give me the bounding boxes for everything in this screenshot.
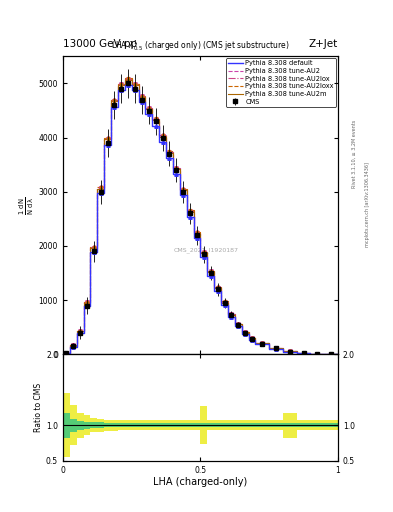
Pythia 8.308 default — [246, 336, 251, 343]
Pythia 8.308 tune-AU2loxx — [246, 335, 251, 341]
Pythia 8.308 tune-AU2loxx — [322, 351, 327, 357]
Pythia 8.308 tune-AU2 — [281, 348, 285, 354]
Pythia 8.308 tune-AU2m — [123, 77, 127, 83]
Pythia 8.308 tune-AU2loxx — [219, 298, 223, 304]
Pythia 8.308 tune-AU2lox — [336, 351, 340, 357]
Text: Z+Jet: Z+Jet — [309, 38, 338, 49]
Pythia 8.308 tune-AU2loxx — [233, 311, 237, 317]
Pythia 8.308 tune-AU2 — [219, 299, 223, 305]
Pythia 8.308 tune-AU2m — [281, 348, 285, 354]
Pythia 8.308 tune-AU2 — [246, 335, 251, 342]
Line: Pythia 8.308 tune-AU2m: Pythia 8.308 tune-AU2m — [63, 80, 338, 354]
Line: Pythia 8.308 tune-AU2: Pythia 8.308 tune-AU2 — [63, 79, 338, 354]
Pythia 8.308 tune-AU2lox — [61, 350, 65, 356]
Line: Pythia 8.308 tune-AU2loxx: Pythia 8.308 tune-AU2loxx — [63, 78, 338, 354]
Pythia 8.308 tune-AU2 — [294, 350, 299, 356]
Pythia 8.308 tune-AU2loxx — [294, 350, 299, 356]
Pythia 8.308 tune-AU2m — [233, 312, 237, 318]
Text: 13000 GeV pp: 13000 GeV pp — [63, 38, 137, 49]
Pythia 8.308 default — [219, 302, 223, 308]
Pythia 8.308 tune-AU2 — [233, 311, 237, 317]
Pythia 8.308 default — [294, 350, 299, 356]
Pythia 8.308 tune-AU2lox — [294, 350, 299, 356]
Pythia 8.308 default — [123, 82, 127, 88]
Y-axis label: Ratio to CMS: Ratio to CMS — [34, 383, 43, 432]
Pythia 8.308 tune-AU2 — [322, 351, 327, 357]
Pythia 8.308 tune-AU2m — [294, 350, 299, 356]
Pythia 8.308 tune-AU2m — [336, 351, 340, 357]
Pythia 8.308 tune-AU2m — [61, 350, 65, 356]
X-axis label: LHA (charged-only): LHA (charged-only) — [153, 477, 248, 487]
Pythia 8.308 tune-AU2m — [246, 335, 251, 342]
Line: Pythia 8.308 default: Pythia 8.308 default — [63, 85, 338, 354]
Pythia 8.308 tune-AU2lox — [281, 348, 285, 354]
Pythia 8.308 tune-AU2lox — [123, 75, 127, 81]
Y-axis label: $\frac{1}{\rm N}\frac{d\,N}{d\,\lambda}$: $\frac{1}{\rm N}\frac{d\,N}{d\,\lambda}$ — [18, 196, 36, 215]
Text: CMS_2021_I1920187: CMS_2021_I1920187 — [173, 247, 239, 253]
Pythia 8.308 tune-AU2 — [294, 348, 299, 354]
Pythia 8.308 default — [61, 350, 65, 356]
Pythia 8.308 tune-AU2 — [123, 76, 127, 82]
Pythia 8.308 tune-AU2loxx — [336, 351, 340, 357]
Pythia 8.308 tune-AU2loxx — [61, 350, 65, 356]
Text: LHA $\lambda^{1}_{0.5}$ (charged only) (CMS jet substructure): LHA $\lambda^{1}_{0.5}$ (charged only) (… — [111, 38, 290, 53]
Text: Rivet 3.1.10, ≥ 3.2M events: Rivet 3.1.10, ≥ 3.2M events — [352, 119, 357, 188]
Pythia 8.308 default — [336, 351, 340, 357]
Pythia 8.308 tune-AU2lox — [246, 335, 251, 341]
Pythia 8.308 tune-AU2m — [322, 351, 327, 357]
Pythia 8.308 tune-AU2m — [294, 348, 299, 354]
Pythia 8.308 default — [233, 314, 237, 320]
Pythia 8.308 tune-AU2loxx — [281, 348, 285, 354]
Pythia 8.308 tune-AU2loxx — [123, 75, 127, 81]
Pythia 8.308 tune-AU2lox — [233, 311, 237, 317]
Pythia 8.308 tune-AU2 — [336, 351, 340, 357]
Legend: Pythia 8.308 default, Pythia 8.308 tune-AU2, Pythia 8.308 tune-AU2lox, Pythia 8.: Pythia 8.308 default, Pythia 8.308 tune-… — [226, 58, 336, 106]
Pythia 8.308 default — [281, 349, 285, 355]
Pythia 8.308 tune-AU2lox — [322, 351, 327, 357]
Line: Pythia 8.308 tune-AU2lox: Pythia 8.308 tune-AU2lox — [63, 78, 338, 354]
Text: mcplots.cern.ch [arXiv:1306.3436]: mcplots.cern.ch [arXiv:1306.3436] — [365, 162, 371, 247]
Pythia 8.308 tune-AU2 — [61, 350, 65, 356]
Pythia 8.308 tune-AU2lox — [219, 298, 223, 305]
Pythia 8.308 default — [294, 349, 299, 355]
Pythia 8.308 tune-AU2lox — [294, 348, 299, 354]
Pythia 8.308 default — [322, 351, 327, 357]
Pythia 8.308 tune-AU2m — [219, 300, 223, 306]
Pythia 8.308 tune-AU2loxx — [294, 348, 299, 354]
